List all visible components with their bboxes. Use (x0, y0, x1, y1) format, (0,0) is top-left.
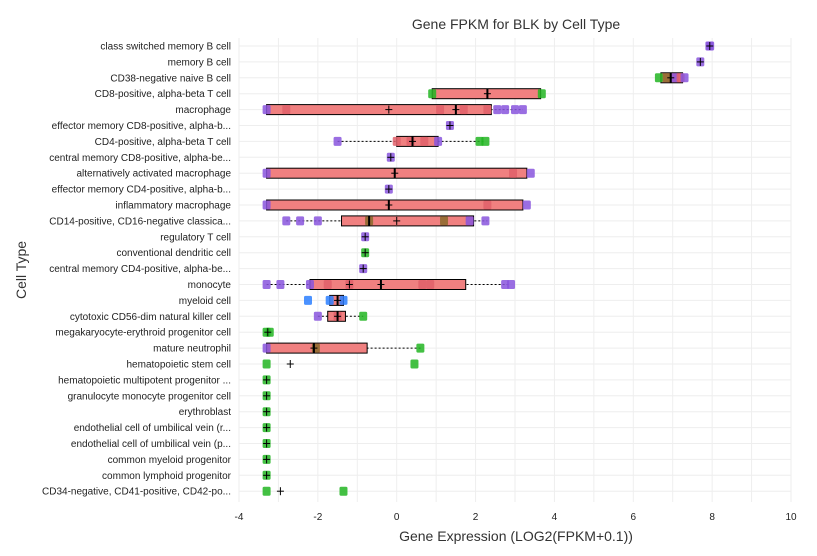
category-label: class switched memory B cell (100, 42, 231, 53)
data-point (325, 295, 334, 305)
data-point (507, 280, 516, 289)
category-label: monocyte (188, 280, 232, 291)
box (341, 215, 475, 227)
category-label: central memory CD4-positive, alpha-be... (49, 264, 231, 275)
data-point (434, 136, 443, 146)
data-point (537, 89, 546, 99)
category-label: hematopoietic stem cell (127, 360, 232, 371)
box (396, 135, 439, 147)
category-label: common lymphoid progenitor (102, 471, 232, 482)
category-label: inflammatory macrophage (115, 201, 231, 212)
category-label: effector memory CD8-positive, alpha-b... (52, 121, 231, 132)
category-label: regulatory T cell (160, 232, 231, 243)
x-tick-label: 4 (552, 512, 558, 523)
category-label: effector memory CD4-positive, alpha-b... (52, 185, 231, 196)
category-label: memory B cell (168, 57, 231, 68)
data-point (511, 105, 519, 115)
data-point (654, 73, 663, 83)
category-label: CD14-positive, CD16-negative classica... (49, 216, 231, 227)
x-tick-labels: -4 -2 0 2 4 6 8 10 (235, 512, 797, 523)
category-label: hematopoietic multipotent progenitor ... (58, 375, 231, 386)
category-label: central memory CD8-positive, alpha-be... (49, 153, 231, 164)
y-axis-title: Cell Type (13, 241, 29, 299)
data-point (262, 359, 271, 369)
data-point (680, 73, 689, 83)
data-point (296, 216, 305, 226)
data-point (465, 216, 474, 226)
data-point (262, 105, 271, 115)
box (309, 279, 467, 290)
data-point (339, 486, 348, 496)
data-point (313, 311, 322, 321)
data-point (493, 105, 502, 115)
data-point (428, 89, 437, 99)
data-point (483, 200, 492, 210)
data-point (262, 486, 271, 496)
data-point (262, 280, 271, 289)
x-tick-label: 8 (709, 512, 715, 523)
data-point (282, 105, 291, 115)
data-point (662, 73, 671, 83)
x-axis-title: Gene Expression (LOG2(FPKM+0.1)) (399, 528, 633, 544)
data-point (420, 136, 429, 146)
data-point (359, 311, 368, 321)
category-label: myeloid cell (179, 296, 231, 307)
x-tick-label: 2 (473, 512, 479, 523)
data-point (416, 343, 425, 353)
data-point (526, 168, 535, 178)
data-point (522, 200, 531, 210)
data-point (481, 216, 490, 226)
data-point (313, 216, 322, 226)
data-point (418, 280, 427, 289)
data-point (483, 105, 492, 115)
data-point (276, 280, 285, 289)
category-label: mature neutrophil (153, 344, 231, 355)
category-label: macrophage (175, 105, 231, 116)
category-labels: class switched memory B cell memory B cel… (42, 42, 232, 498)
category-label: endothelial cell of umbilical vein (r... (74, 423, 231, 434)
x-tick-label: -4 (235, 512, 244, 523)
data-point (333, 136, 342, 146)
x-tick-label: 6 (631, 512, 637, 523)
category-label: common myeloid progenitor (108, 455, 232, 466)
x-tick-label: -2 (313, 512, 322, 523)
data-point (262, 200, 271, 210)
data-point (392, 136, 401, 146)
category-label: CD8-positive, alpha-beta T cell (95, 89, 231, 100)
x-tick-label: 0 (394, 512, 400, 523)
data-point (304, 295, 312, 305)
data-point (509, 168, 518, 178)
data-point (501, 105, 510, 115)
data-point (426, 280, 435, 289)
plot-area (262, 41, 715, 496)
category-label: endothelial cell of umbilical vein (p... (71, 439, 231, 450)
data-point (459, 105, 468, 115)
category-label: megakaryocyte-erythroid progenitor cell (55, 328, 231, 339)
data-point (410, 359, 419, 369)
x-tick-label: 10 (785, 512, 797, 523)
data-point (305, 280, 314, 289)
category-label: CD34-negative, CD41-positive, CD42-po... (42, 487, 231, 498)
data-point (282, 216, 291, 226)
category-label: granulocyte monocyte progenitor cell (68, 391, 231, 402)
gridlines (238, 38, 792, 502)
data-point (481, 136, 490, 146)
category-label: CD38-negative naive B cell (110, 73, 231, 84)
data-point (518, 105, 527, 115)
category-label: erythroblast (179, 407, 231, 418)
category-label: alternatively activated macrophage (76, 169, 231, 180)
data-point (323, 280, 332, 289)
data-point (339, 295, 348, 305)
data-point (436, 105, 445, 115)
category-label: CD4-positive, alpha-beta T cell (95, 137, 231, 148)
data-point (440, 216, 449, 226)
data-point (262, 343, 271, 353)
category-label: conventional dendritic cell (116, 248, 231, 259)
data-point (262, 168, 271, 178)
category-label: cytotoxic CD56-dim natural killer cell (70, 312, 231, 323)
chart-title: Gene FPKM for BLK by Cell Type (412, 16, 620, 32)
